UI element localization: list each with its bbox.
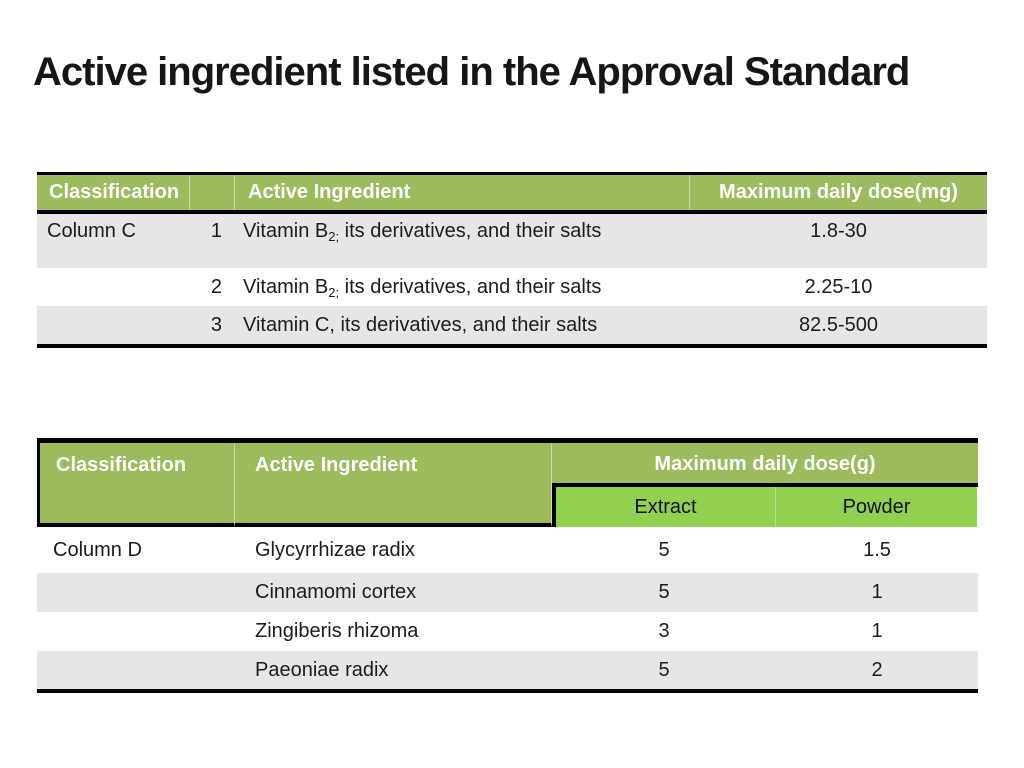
ingredient-text: Vitamin C, its derivatives, and their sa…	[243, 313, 598, 336]
ingredient-cell: Paeoniae radix	[255, 658, 389, 681]
table-header-row: Classification Active Ingredient Maximum…	[37, 175, 987, 214]
ingredient-text-rest: its derivatives, and their salts	[339, 275, 602, 298]
header-left-group: Classification Active Ingredient	[37, 443, 552, 527]
number-cell: 3	[210, 313, 222, 336]
table-row: Column D Glycyrrhizae radix 5 1.5	[37, 527, 978, 573]
header-active-ingredient: Active Ingredient	[235, 175, 690, 210]
number-cell: 2	[210, 275, 222, 298]
ingredient-text-rest: its derivatives, and their salts	[339, 220, 602, 242]
powder-dose-cell: 1.5	[863, 538, 891, 561]
classification-cell: Column D	[53, 538, 142, 561]
ingredient-subscript: 2;	[328, 284, 340, 299]
dose-cell: 2.25-10	[804, 275, 873, 298]
extract-dose-cell: 5	[658, 658, 670, 681]
header-powder: Powder	[776, 487, 977, 527]
ingredient-cell: Vitamin C, its derivatives, and their sa…	[235, 314, 690, 337]
powder-dose-cell: 2	[871, 658, 883, 681]
extract-dose-cell: 3	[658, 620, 670, 642]
table-row: Cinnamomi cortex 5 1	[37, 573, 978, 612]
ingredient-cell: Zingiberis rhizoma	[255, 620, 419, 642]
table-body: Column D Glycyrrhizae radix 5 1.5 Cinnam…	[37, 527, 978, 693]
table-header: Classification Active Ingredient Maximum…	[37, 443, 978, 527]
dose-cell: 1.8-30	[810, 220, 867, 242]
vitamins-dose-table: Classification Active Ingredient Maximum…	[37, 172, 987, 348]
table-row: Column C 1 Vitamin B2; its derivatives, …	[37, 214, 987, 268]
ingredient-cell: Cinnamomi cortex	[255, 581, 417, 603]
slide-title: Active ingredient listed in the Approval…	[33, 50, 910, 94]
ingredient-cell: Glycyrrhizae radix	[255, 538, 416, 561]
ingredient-cell: Vitamin B2; its derivatives, and their s…	[235, 220, 690, 243]
powder-dose-cell: 1	[871, 581, 883, 603]
header-dose-group: Maximum daily dose(g) Extract Powder	[552, 443, 978, 527]
herbs-dose-table: Classification Active Ingredient Maximum…	[37, 438, 978, 693]
header-active-ingredient: Active Ingredient	[235, 443, 552, 527]
ingredient-cell: Vitamin B2; its derivatives, and their s…	[235, 276, 690, 299]
header-number	[190, 175, 235, 210]
extract-dose-cell: 5	[658, 538, 670, 561]
header-classification: Classification	[37, 443, 235, 527]
number-cell: 1	[210, 220, 222, 242]
header-extract: Extract	[552, 487, 776, 527]
powder-dose-cell: 1	[871, 620, 883, 642]
header-max-daily-dose-g: Maximum daily dose(g)	[552, 443, 978, 487]
header-subrow: Extract Powder	[552, 487, 978, 527]
ingredient-subscript: 2;	[328, 229, 340, 243]
table-row: Zingiberis rhizoma 3 1	[37, 612, 978, 651]
ingredient-text: Vitamin B	[243, 275, 329, 298]
extract-dose-cell: 5	[658, 581, 670, 603]
table-row: 3 Vitamin C, its derivatives, and their …	[37, 306, 987, 344]
dose-cell: 82.5-500	[799, 313, 878, 336]
table-row: 2 Vitamin B2; its derivatives, and their…	[37, 268, 987, 306]
header-classification: Classification	[37, 175, 190, 210]
ingredient-text: Vitamin B	[243, 220, 329, 242]
classification-cell: Column C	[47, 220, 136, 242]
header-max-daily-dose-mg: Maximum daily dose(mg)	[719, 181, 958, 203]
table-row: Paeoniae radix 5 2	[37, 651, 978, 689]
